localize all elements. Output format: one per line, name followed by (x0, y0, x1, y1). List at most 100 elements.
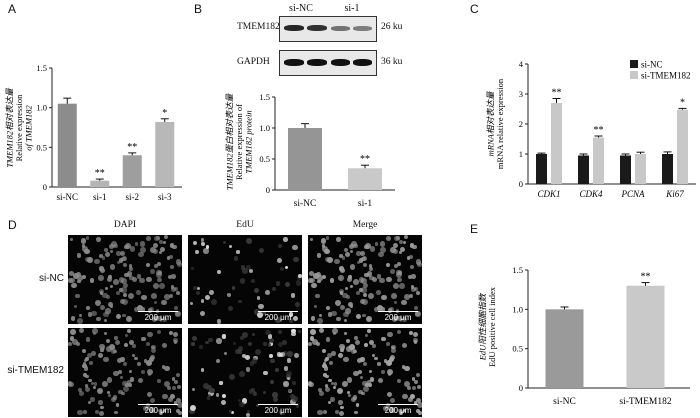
nucleus (391, 293, 397, 299)
nucleus (331, 351, 336, 357)
nucleus (82, 363, 87, 369)
nucleus (291, 329, 296, 334)
nucleus (397, 278, 402, 283)
nucleus (122, 262, 127, 267)
nucleus (349, 249, 353, 254)
nucleus (177, 402, 182, 408)
nucleus (310, 329, 316, 335)
nucleus (340, 405, 345, 410)
nucleus (404, 381, 411, 388)
nucleus (103, 319, 107, 323)
nucleus (96, 387, 103, 394)
nucleus (116, 357, 123, 363)
nucleus (385, 342, 390, 346)
nucleus (410, 287, 417, 293)
nucleus (408, 331, 413, 336)
nucleus (173, 401, 178, 406)
nucleus (319, 390, 325, 397)
bar (620, 155, 631, 184)
nucleus (96, 237, 101, 243)
nucleus (376, 304, 383, 311)
nucleus (109, 284, 114, 289)
nucleus (70, 315, 76, 321)
nucleus (221, 333, 227, 339)
nucleus (401, 300, 407, 306)
nucleus (338, 411, 344, 417)
nucleus (114, 340, 121, 346)
nucleus (277, 341, 283, 347)
nucleus (103, 311, 110, 318)
nucleus (294, 353, 300, 359)
micrograph-sinc-dapi: 200 μm (68, 235, 182, 324)
nucleus (377, 362, 381, 366)
nucleus (396, 269, 402, 275)
nucleus (129, 245, 136, 252)
bar (677, 109, 688, 184)
nucleus (104, 332, 108, 336)
nucleus (329, 360, 334, 365)
nucleus (90, 397, 95, 402)
nucleus (84, 248, 90, 255)
nucleus (368, 340, 374, 346)
nucleus (77, 410, 83, 416)
nucleus (106, 295, 111, 300)
y-tick-label: 0.5 (259, 154, 270, 164)
nucleus (105, 339, 110, 344)
nucleus (123, 385, 130, 392)
nucleus (153, 235, 160, 242)
nucleus (324, 248, 330, 255)
nucleus (281, 411, 285, 415)
panel-label-e: E (470, 222, 479, 236)
nucleus (345, 252, 351, 257)
nucleus (176, 409, 180, 414)
nucleus (359, 288, 363, 292)
nucleus (233, 256, 239, 261)
nucleus (99, 305, 105, 311)
nucleus (338, 400, 343, 405)
nucleus (275, 317, 281, 323)
nucleus (339, 266, 344, 272)
nucleus (368, 275, 374, 281)
nucleus (160, 247, 166, 253)
bar (90, 180, 110, 187)
nucleus (402, 317, 408, 323)
nucleus (239, 278, 246, 285)
panel-label-a: A (8, 2, 17, 16)
nucleus (356, 290, 361, 295)
nucleus (321, 349, 326, 354)
nucleus (77, 279, 81, 284)
nucleus (269, 353, 274, 358)
nucleus (372, 344, 376, 348)
nucleus (120, 357, 125, 362)
microscopy-col-edu: EdU (236, 220, 254, 230)
nucleus (416, 259, 422, 265)
nucleus (310, 282, 317, 289)
nucleus (361, 287, 367, 293)
nucleus (246, 264, 252, 270)
x-tick-label: PCNA (620, 189, 645, 199)
nucleus (355, 403, 359, 407)
nucleus (163, 365, 170, 372)
nucleus (292, 244, 298, 250)
microscopy-row-sinc: si-NC (39, 273, 64, 284)
nucleus (154, 301, 158, 305)
nucleus (331, 310, 337, 317)
nucleus (151, 316, 158, 323)
nucleus (396, 315, 403, 321)
nucleus (310, 315, 316, 321)
nucleus (347, 302, 354, 308)
nucleus (376, 274, 381, 279)
nucleus (356, 251, 361, 256)
nucleus (391, 347, 397, 354)
nucleus (138, 251, 144, 258)
nucleus (417, 411, 422, 416)
nucleus (334, 300, 341, 307)
nucleus (364, 342, 368, 347)
nucleus (147, 392, 153, 398)
nucleus (199, 311, 205, 317)
nucleus (141, 294, 147, 301)
nucleus (290, 293, 296, 298)
nucleus (118, 370, 123, 375)
nucleus (140, 370, 145, 375)
x-tick-label: si-1 (93, 192, 107, 202)
